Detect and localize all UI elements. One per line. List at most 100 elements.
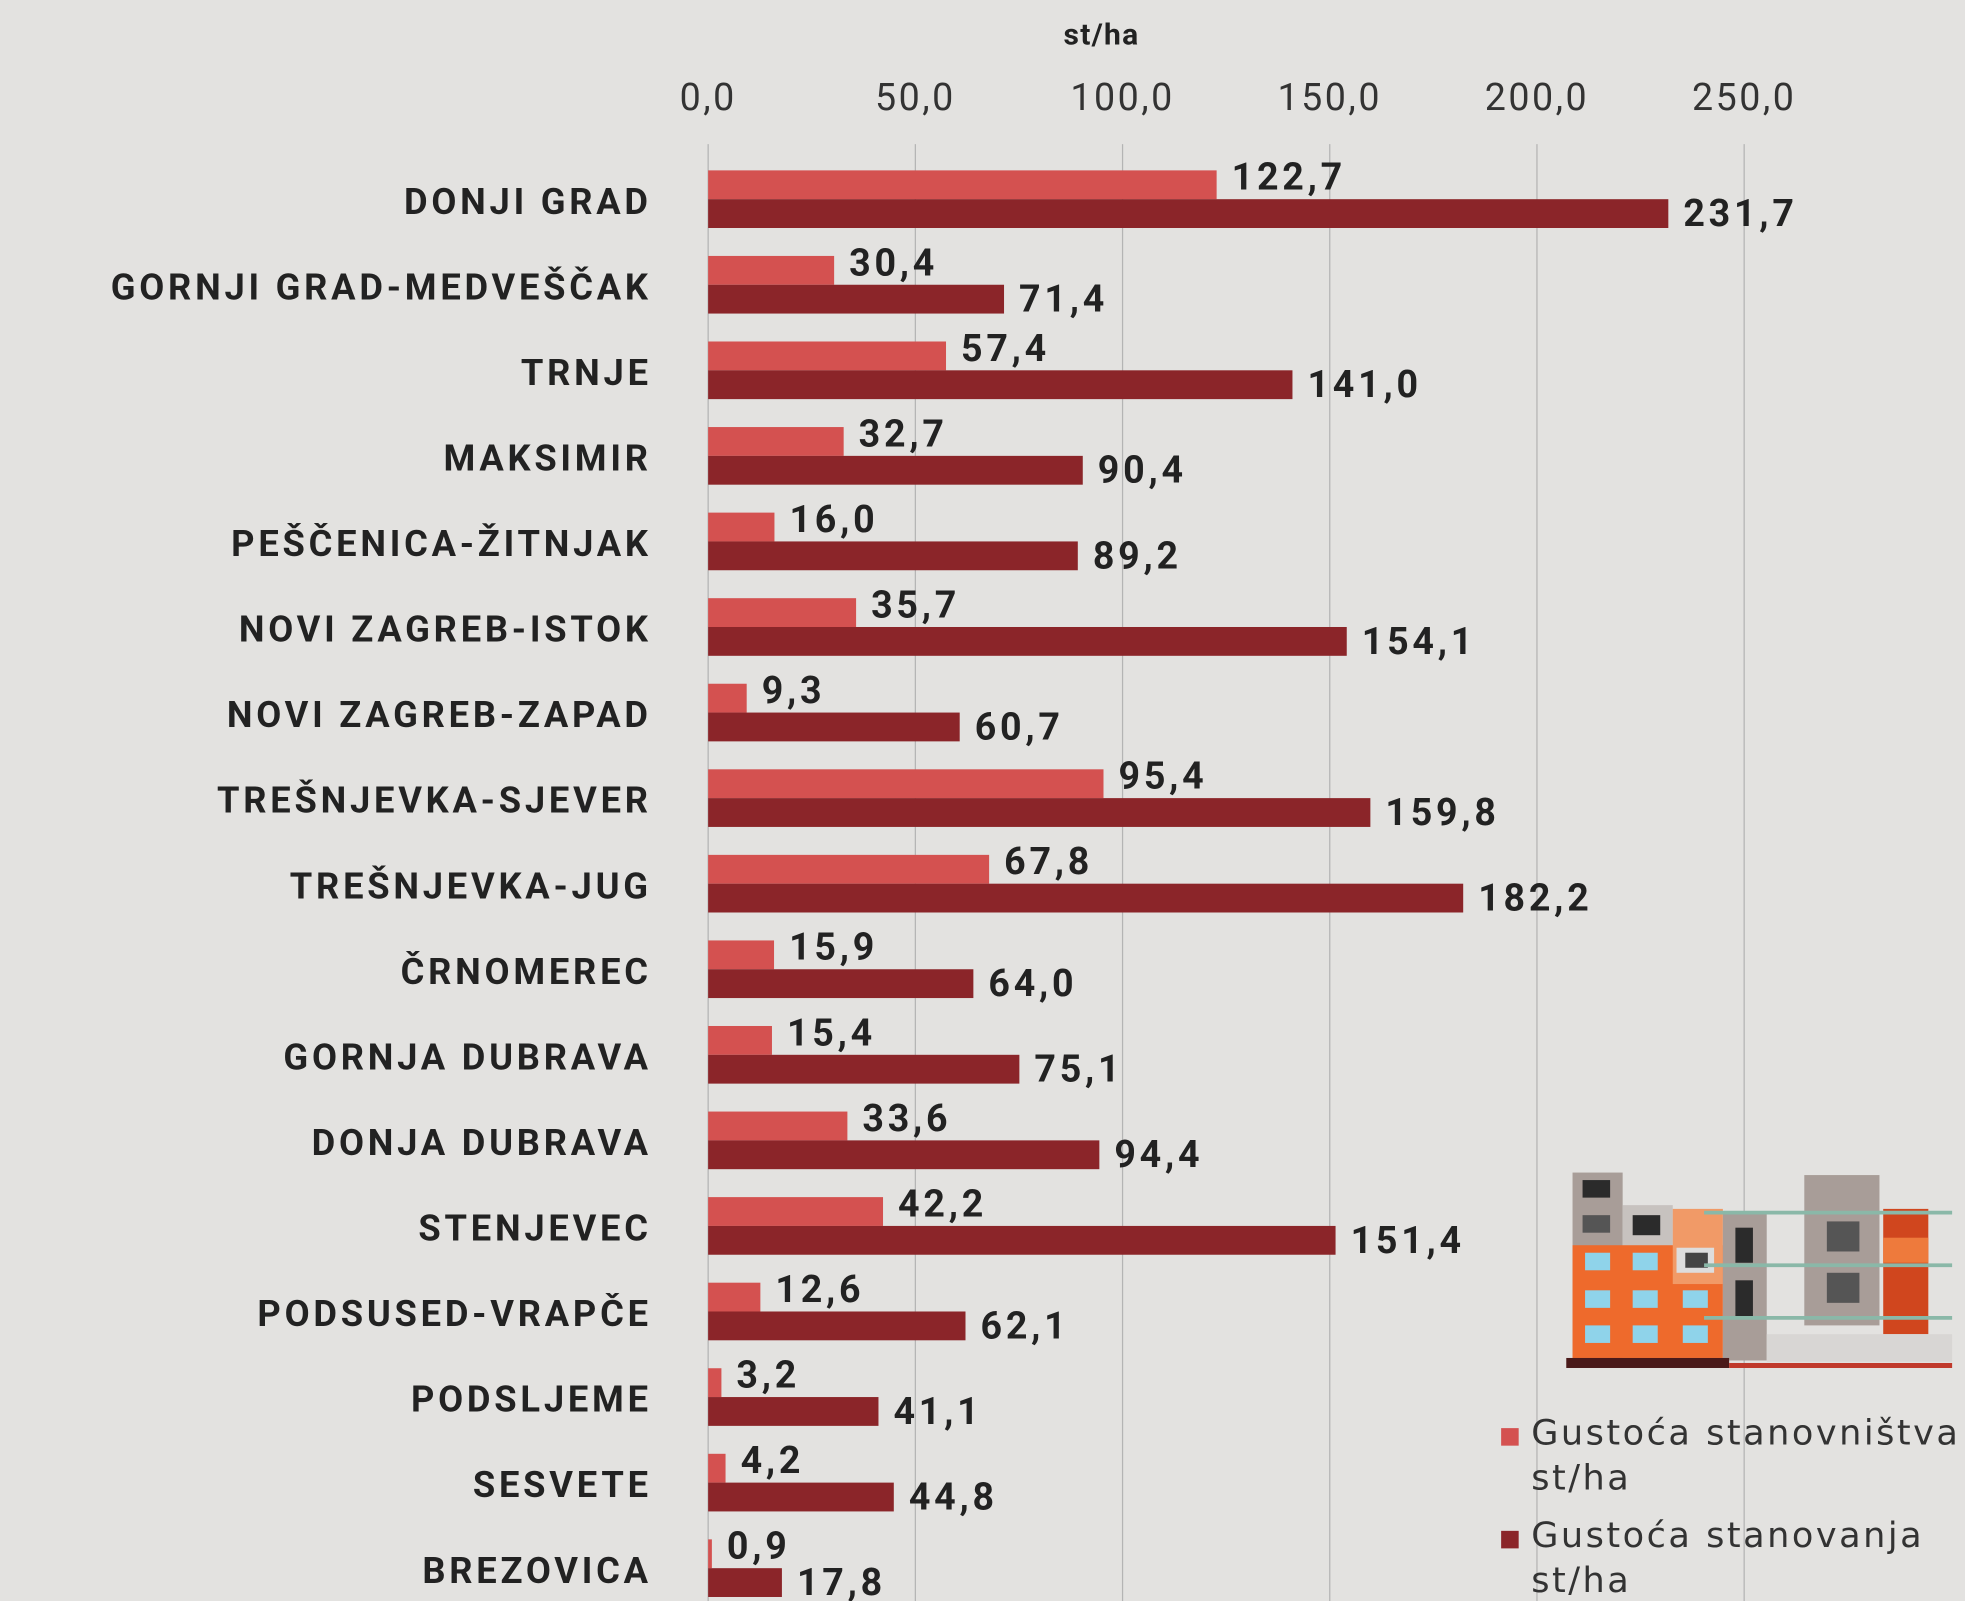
category-label: TREŠNJEVKA-JUG: [290, 864, 652, 907]
value-label: 141,0: [1307, 363, 1421, 407]
value-label: 64,0: [988, 962, 1077, 1006]
x-tick-label: 100,0: [1070, 76, 1174, 120]
bar: [708, 1026, 772, 1055]
legend-label: Gustoća stanovništva st/ha: [1531, 1411, 1964, 1501]
value-label: 16,0: [789, 498, 878, 542]
bar: [708, 684, 747, 713]
bar: [708, 884, 1463, 913]
x-tick-label: 250,0: [1692, 76, 1796, 120]
value-label: 42,2: [898, 1182, 987, 1226]
category-label: SESVETE: [473, 1463, 652, 1506]
value-label: 30,4: [849, 241, 938, 285]
bar: [708, 1568, 782, 1597]
bar: [708, 1283, 760, 1312]
value-label: 154,1: [1362, 620, 1476, 664]
category-label: GORNJA DUBRAVA: [283, 1035, 651, 1078]
category-label: BREZOVICA: [422, 1549, 651, 1592]
bar: [708, 969, 973, 998]
bar: [708, 541, 1078, 570]
x-tick-label: 50,0: [875, 76, 956, 120]
legend-swatch: [1501, 1428, 1519, 1446]
value-label: 231,7: [1683, 192, 1797, 236]
category-label: TRNJE: [521, 351, 652, 394]
value-label: 75,1: [1034, 1048, 1123, 1092]
legend-label: Gustoća stanovanja st/ha: [1531, 1513, 1964, 1601]
bar: [708, 855, 989, 884]
bar: [708, 798, 1370, 827]
bar: [708, 1055, 1019, 1084]
bar: [708, 513, 774, 542]
bar: [708, 1454, 725, 1483]
category-label: DONJA DUBRAVA: [312, 1121, 652, 1164]
bar: [708, 1539, 712, 1568]
category-label: TREŠNJEVKA-SJEVER: [217, 779, 652, 822]
bar: [708, 1368, 721, 1397]
bar: [708, 627, 1347, 656]
bars: DONJI GRAD 122,7 231,7 GORNJI GRAD-MEDVEŠČA…: [111, 156, 1798, 1601]
value-label: 12,6: [775, 1268, 864, 1312]
value-label: 182,2: [1478, 877, 1592, 921]
category-label: PODSLJEME: [411, 1378, 652, 1421]
category-label: NOVI ZAGREB-ISTOK: [239, 608, 652, 651]
value-label: 3,2: [736, 1354, 800, 1398]
category-label: PEŠČENICA-ŽITNJAK: [231, 522, 652, 565]
legend: Gustoća stanovništva st/ha Gustoća stanov…: [1501, 1411, 1965, 1601]
value-label: 122,7: [1232, 156, 1346, 200]
bar: [708, 1483, 894, 1512]
bar: [708, 1311, 965, 1340]
value-label: 60,7: [975, 705, 1064, 749]
chart: st/ha 0,0 50,0 100,0 150,0 200,0 250,0 DONJI …: [0, 0, 1965, 1601]
bar: [708, 199, 1668, 228]
value-label: 57,4: [961, 327, 1050, 371]
bar: [708, 769, 1103, 798]
value-label: 41,1: [894, 1390, 983, 1434]
value-label: 62,1: [981, 1304, 1070, 1348]
category-label: STENJEVEC: [418, 1207, 651, 1250]
bar: [708, 256, 834, 285]
bar: [708, 1397, 878, 1426]
bar: [708, 940, 774, 969]
legend-entry: Gustoća stanovanja st/ha: [1531, 1513, 1964, 1601]
bar: [708, 456, 1083, 485]
value-label: 9,3: [762, 669, 826, 713]
x-axis-label: st/ha: [1064, 17, 1140, 52]
bar: [708, 170, 1216, 199]
value-label: 0,9: [727, 1525, 791, 1569]
bar: [708, 285, 1004, 314]
value-label: 32,7: [859, 412, 948, 456]
value-label: 89,2: [1093, 534, 1182, 578]
bar: [708, 1197, 883, 1226]
category-label: GORNJI GRAD-MEDVEŠČAK: [111, 265, 652, 308]
category-label: NOVI ZAGREB-ZAPAD: [227, 693, 652, 736]
category-label: ČRNOMEREC: [401, 950, 652, 993]
value-label: 35,7: [871, 584, 960, 628]
value-label: 71,4: [1019, 278, 1108, 322]
value-label: 15,9: [789, 926, 878, 970]
x-tick-label: 200,0: [1485, 76, 1589, 120]
value-label: 33,6: [862, 1097, 951, 1141]
bar: [708, 427, 844, 456]
value-label: 159,8: [1385, 791, 1499, 835]
value-label: 90,4: [1098, 449, 1187, 493]
value-label: 17,8: [797, 1561, 886, 1601]
bar: [708, 1226, 1335, 1255]
category-label: DONJI GRAD: [404, 180, 652, 223]
bar: [708, 1140, 1099, 1169]
x-tick-label: 0,0: [680, 76, 737, 120]
category-label: PODSUSED-VRAPČE: [257, 1292, 651, 1335]
bar: [708, 713, 960, 742]
x-tick-label: 150,0: [1278, 76, 1382, 120]
category-label: MAKSIMIR: [443, 436, 651, 479]
bar: [708, 370, 1292, 399]
value-label: 44,8: [909, 1475, 998, 1519]
legend-entry: Gustoća stanovništva st/ha: [1531, 1411, 1964, 1511]
value-label: 67,8: [1004, 840, 1093, 884]
value-label: 94,4: [1114, 1133, 1203, 1177]
value-label: 95,4: [1119, 755, 1208, 799]
legend-swatch: [1501, 1531, 1519, 1549]
value-label: 15,4: [787, 1011, 876, 1055]
bar: [708, 341, 946, 370]
bar: [708, 1112, 847, 1141]
value-label: 151,4: [1351, 1219, 1465, 1263]
value-label: 4,2: [741, 1439, 805, 1483]
